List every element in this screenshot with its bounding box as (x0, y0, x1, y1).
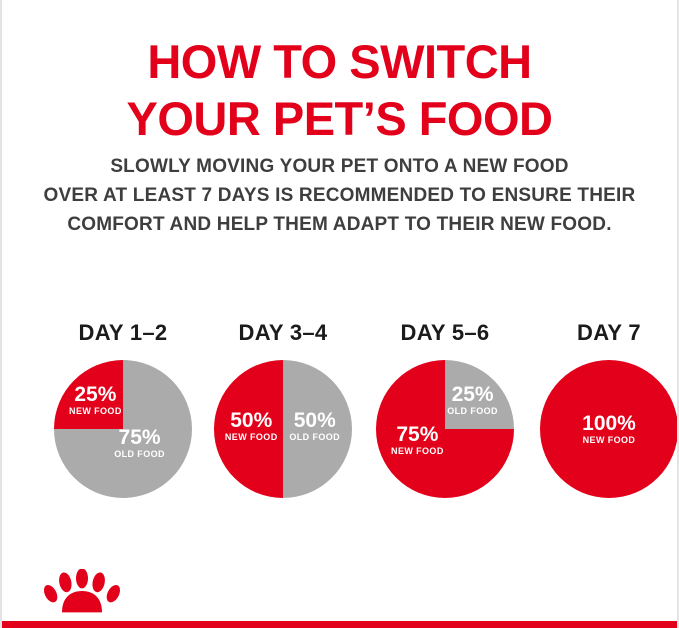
old-food-slice-label: 25% OLD FOOD (447, 384, 498, 416)
new-food-percent: 75% (396, 423, 439, 447)
old-food-caption: OLD FOOD (289, 432, 341, 443)
new-food-caption: NEW FOOD (391, 446, 444, 457)
day-7-pie-chart: 100% NEW FOOD (540, 360, 677, 498)
old-food-slice-label: 50% OLD FOOD (289, 410, 340, 442)
new-food-percent: 25% (74, 383, 117, 407)
new-food-caption: NEW FOOD (224, 432, 278, 443)
day-5-6-label: DAY 5–6 (400, 320, 490, 345)
subtitle-line: COMFORT AND HELP THEM ADAPT TO THEIR NEW… (67, 214, 612, 235)
day-3-4-label: DAY 3–4 (238, 320, 328, 345)
old-food-percent: 50% (293, 409, 336, 433)
page-title-line2: YOUR PET’S FOOD (126, 92, 554, 146)
day-5-6-pie-chart: 25% OLD FOOD 75% NEW FOOD (376, 360, 514, 498)
day-3-4-column: DAY 3–4 50% NEW FOOD 50% OLD FOOD (208, 320, 358, 498)
old-food-percent: 25% (451, 383, 494, 407)
new-food-caption: NEW FOOD (582, 435, 636, 445)
day-7-column: DAY 7 100% NEW FOOD (534, 320, 677, 498)
page-title-line1: HOW TO SWITCH (147, 35, 532, 89)
new-food-slice-label: 75% NEW FOOD (391, 424, 444, 456)
new-food-slice-label: 50% NEW FOOD (225, 410, 278, 442)
day-7-label: DAY 7 (577, 320, 641, 345)
royal-canin-paw-logo-icon (38, 568, 126, 613)
old-food-percent: 75% (118, 425, 161, 449)
new-food-percent: 50% (230, 409, 273, 433)
new-food-slice-label: 100% NEW FOOD (582, 413, 636, 445)
old-food-caption: OLD FOOD (447, 406, 498, 417)
brand-red-footer-bar (2, 621, 677, 628)
new-food-percent: 100% (582, 412, 636, 435)
subtitle: SLOWLY MOVING YOUR PET ONTO A NEW FOOD O… (2, 152, 677, 239)
day-5-6-column: DAY 5–6 25% OLD FOOD 75% NEW FOOD (370, 320, 520, 498)
day-1-2-label: DAY 1–2 (78, 320, 168, 345)
old-food-caption: OLD FOOD (114, 448, 165, 459)
subtitle-line: OVER AT LEAST 7 DAYS IS RECOMMENDED TO E… (43, 185, 636, 206)
new-food-slice-label: 25% NEW FOOD (69, 384, 122, 416)
day-3-4-pie-chart: 50% NEW FOOD 50% OLD FOOD (214, 360, 352, 498)
new-food-caption: NEW FOOD (69, 406, 122, 417)
subtitle-line: SLOWLY MOVING YOUR PET ONTO A NEW FOOD (110, 156, 569, 177)
transition-pie-charts: DAY 1–2 25% NEW FOOD 75% OLD FOOD DAY 3–… (2, 320, 677, 520)
old-food-slice-label: 75% OLD FOOD (114, 427, 165, 459)
page-title: HOW TO SWITCH YOUR PET’S FOOD (2, 33, 677, 147)
day-1-2-column: DAY 1–2 25% NEW FOOD 75% OLD FOOD (48, 320, 198, 498)
day-1-2-pie-chart: 25% NEW FOOD 75% OLD FOOD (54, 360, 192, 498)
